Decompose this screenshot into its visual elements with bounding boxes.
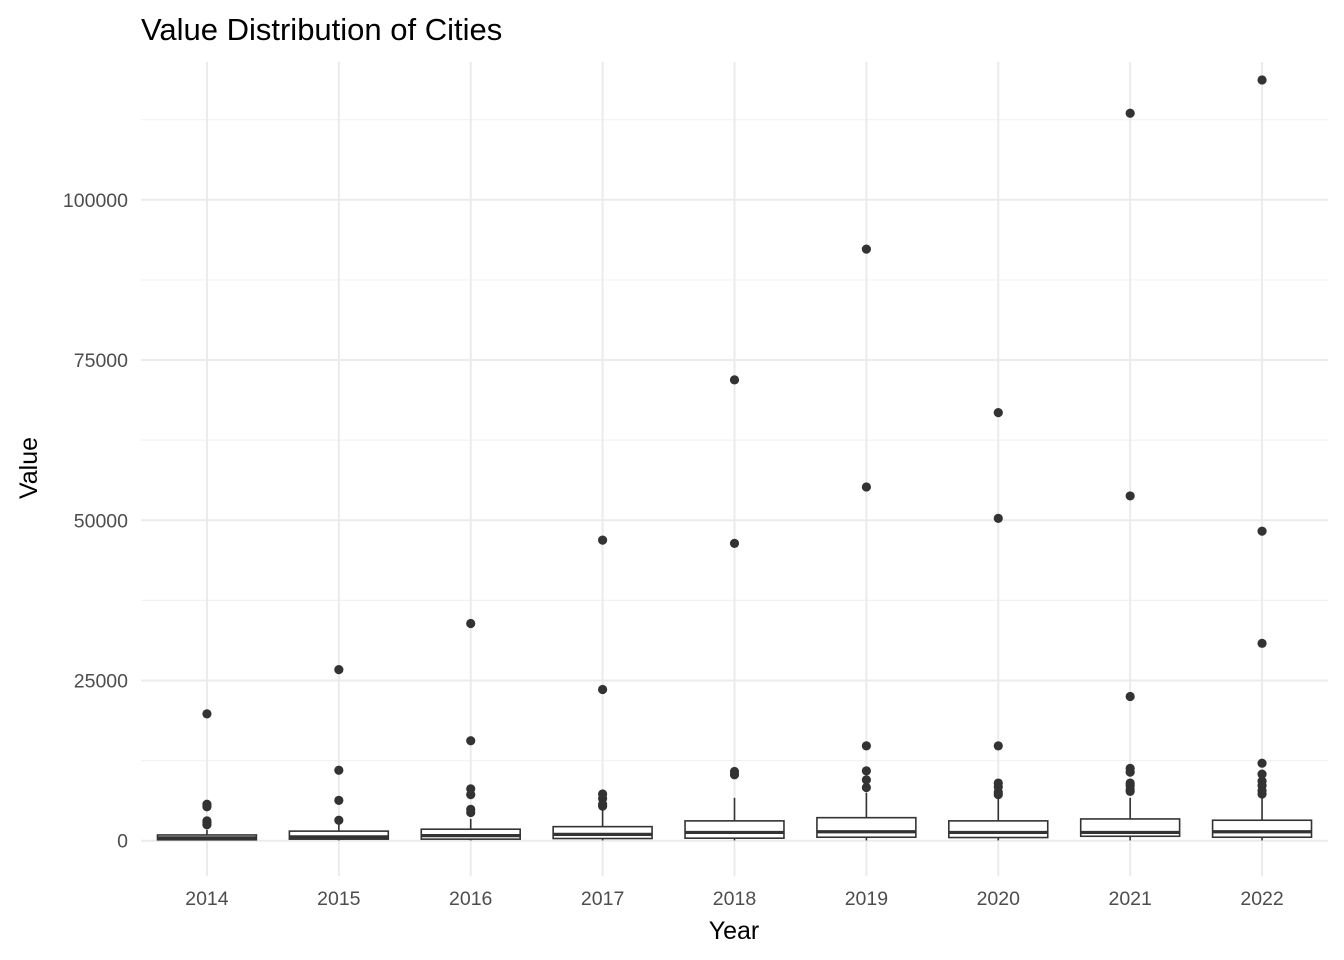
x-tick-label: 2021 [1108,888,1151,910]
box-iqr [684,820,785,839]
outlier-point [1257,769,1267,779]
outlier-point [993,513,1003,523]
outlier-point [861,741,871,751]
outlier-point [993,407,1003,418]
outlier-point [729,538,740,548]
outlier-point [861,775,871,785]
box-iqr [552,825,653,840]
box-iqr [948,820,1049,839]
outlier-point [202,820,212,830]
outlier-point [466,736,476,746]
outlier-point [598,535,608,545]
outlier-point [729,770,740,780]
box-group [1211,75,1313,841]
box-group [156,709,258,841]
box-series [156,75,1313,841]
outlier-point [1125,786,1135,796]
y-axis-ticks: 0 25000 50000 75000 100000 [63,190,128,853]
outlier-point [993,741,1003,751]
chart-title: Value Distribution of Cities [141,12,502,47]
y-tick-label: 75000 [74,350,128,372]
outlier-point [334,795,344,805]
x-tick-label: 2018 [713,888,756,910]
box-iqr [288,830,390,840]
outlier-point [993,790,1003,800]
box-group [948,407,1049,841]
outlier-point [1125,108,1135,118]
box-iqr [816,816,917,839]
outlier-point [466,790,476,800]
y-tick-label: 0 [117,831,128,853]
y-axis-title: Value [15,437,43,499]
box-group [420,618,521,841]
box-group [1079,108,1181,841]
outlier-point [1257,638,1267,648]
outlier-point [729,375,740,385]
box-group [816,244,917,841]
y-tick-label: 25000 [74,671,128,693]
box-iqr [1211,819,1313,839]
x-tick-label: 2022 [1240,888,1283,910]
outlier-point [861,766,871,776]
y-tick-label: 100000 [63,190,128,212]
box-group [684,375,785,841]
outlier-point [334,765,344,775]
outlier-point [861,244,871,254]
outlier-point [1257,526,1267,536]
outlier-point [598,684,608,695]
outlier-point [466,618,476,629]
outlier-point [1257,789,1267,799]
outlier-point [861,782,871,793]
outlier-point [1125,491,1135,501]
outlier-point [466,807,476,818]
x-tick-label: 2014 [185,888,229,910]
x-axis-title: Year [709,917,760,945]
x-tick-label: 2019 [845,888,888,910]
x-tick-label: 2017 [581,888,624,910]
outlier-point [1257,758,1267,768]
outlier-point [202,802,212,812]
box-group [552,535,653,841]
outlier-point [1125,691,1135,702]
outlier-point [334,665,344,675]
outlier-point [334,815,344,825]
outlier-point [861,482,871,492]
box-group [288,665,390,841]
x-tick-label: 2020 [977,888,1021,910]
x-tick-label: 2016 [449,888,492,910]
outlier-point [598,801,608,811]
x-axis-ticks: 2014 2015 2016 2017 2018 2019 2020 2021 2022 [185,888,1284,910]
outlier-point [1257,75,1267,85]
outlier-point [1125,767,1135,777]
y-tick-label: 50000 [74,510,128,532]
outlier-point [202,709,212,719]
x-tick-label: 2015 [317,888,361,910]
